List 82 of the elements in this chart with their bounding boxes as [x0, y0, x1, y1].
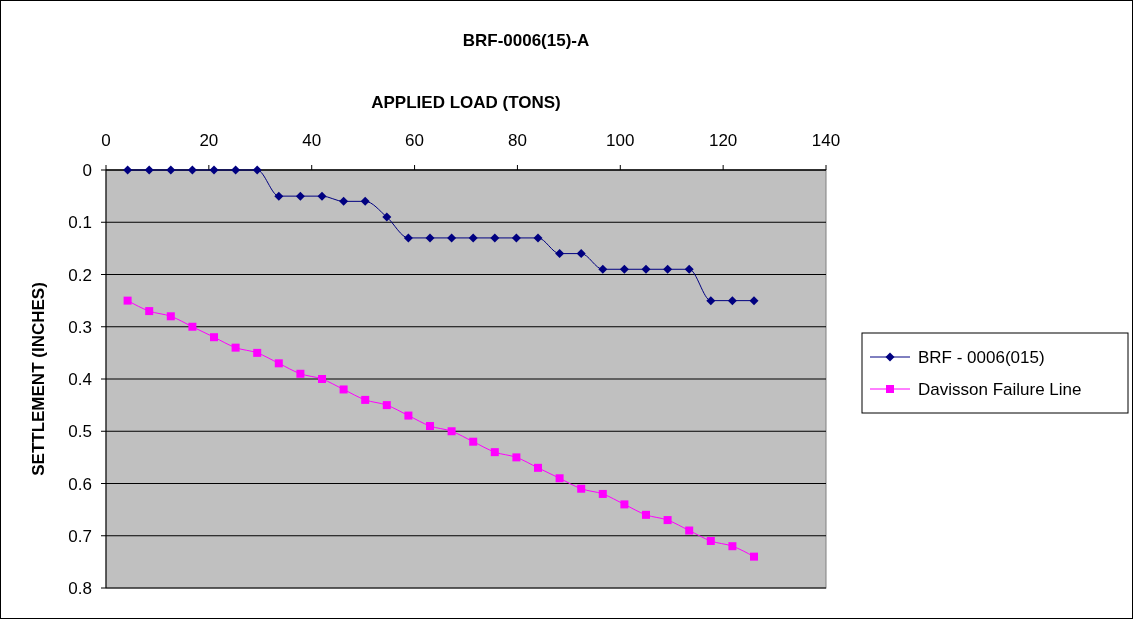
point	[187, 165, 197, 175]
point	[469, 437, 478, 446]
point	[577, 484, 586, 493]
point	[210, 333, 218, 342]
point	[382, 212, 392, 222]
y-tick-label: 0.4	[68, 370, 92, 389]
point	[274, 359, 283, 368]
point	[685, 526, 694, 535]
point	[339, 385, 348, 394]
point	[188, 322, 197, 331]
point	[490, 233, 500, 243]
y-tick-label: 0.1	[68, 213, 92, 233]
point	[404, 411, 413, 420]
point	[123, 296, 132, 305]
point	[144, 165, 154, 175]
y-tick-label: 0	[82, 161, 92, 180]
point	[339, 196, 349, 206]
y-tick-label: 0.6	[68, 474, 92, 494]
point	[447, 233, 457, 243]
point	[663, 264, 673, 274]
point	[403, 233, 413, 243]
point	[706, 296, 716, 306]
point	[576, 249, 586, 259]
point	[620, 500, 629, 509]
point	[166, 312, 175, 321]
point	[253, 348, 262, 357]
point	[533, 233, 543, 243]
point	[231, 165, 241, 175]
point	[619, 264, 629, 274]
y-axis-title: SETTLEMENT (INCHES)	[29, 282, 48, 476]
point	[360, 196, 370, 206]
point	[750, 552, 758, 561]
point	[123, 165, 133, 175]
x-tick-label: 60	[405, 131, 425, 150]
point	[641, 264, 651, 274]
y-tick-label: 0.5	[68, 422, 92, 442]
point	[274, 191, 284, 201]
point	[598, 264, 608, 274]
y-tick-label: 0.7	[68, 526, 92, 546]
point	[555, 249, 565, 259]
point	[425, 233, 435, 243]
point	[468, 233, 478, 243]
point	[511, 233, 521, 243]
point	[706, 536, 715, 545]
legend-label: Davisson Failure Line	[918, 380, 1082, 399]
x-tick-label: 80	[507, 131, 527, 150]
x-tick-label: 40	[302, 131, 322, 150]
point	[642, 510, 650, 519]
point	[663, 516, 672, 525]
point	[447, 427, 456, 436]
point	[426, 422, 434, 431]
point	[318, 375, 326, 383]
point	[598, 489, 607, 498]
point	[727, 296, 737, 306]
point	[296, 369, 305, 378]
point	[145, 307, 154, 316]
point	[209, 165, 219, 175]
point	[295, 191, 305, 201]
point	[317, 191, 327, 201]
point	[534, 463, 542, 472]
legend-label: BRF - 0006(015)	[918, 348, 1045, 367]
x-tick-label: 20	[199, 131, 219, 150]
x-tick-label: 0	[101, 131, 111, 150]
point	[252, 165, 262, 175]
x-axis-title: APPLIED LOAD (TONS)	[371, 93, 561, 112]
chart-title: BRF-0006(15)-A	[462, 31, 590, 50]
point	[555, 474, 564, 483]
x-tick-label: 120	[708, 131, 738, 150]
point	[490, 448, 499, 457]
y-tick-label: 0.3	[68, 317, 92, 337]
x-tick-label: 100	[606, 131, 635, 150]
point	[512, 453, 521, 462]
x-tick-label: 140	[811, 131, 841, 150]
point	[728, 542, 737, 551]
point	[749, 296, 759, 306]
y-tick-label: 0.8	[68, 579, 92, 598]
y-tick-label: 0.2	[68, 265, 92, 285]
point	[231, 343, 240, 352]
point	[684, 264, 694, 274]
point	[361, 395, 370, 404]
point	[166, 165, 176, 175]
point	[382, 401, 391, 410]
